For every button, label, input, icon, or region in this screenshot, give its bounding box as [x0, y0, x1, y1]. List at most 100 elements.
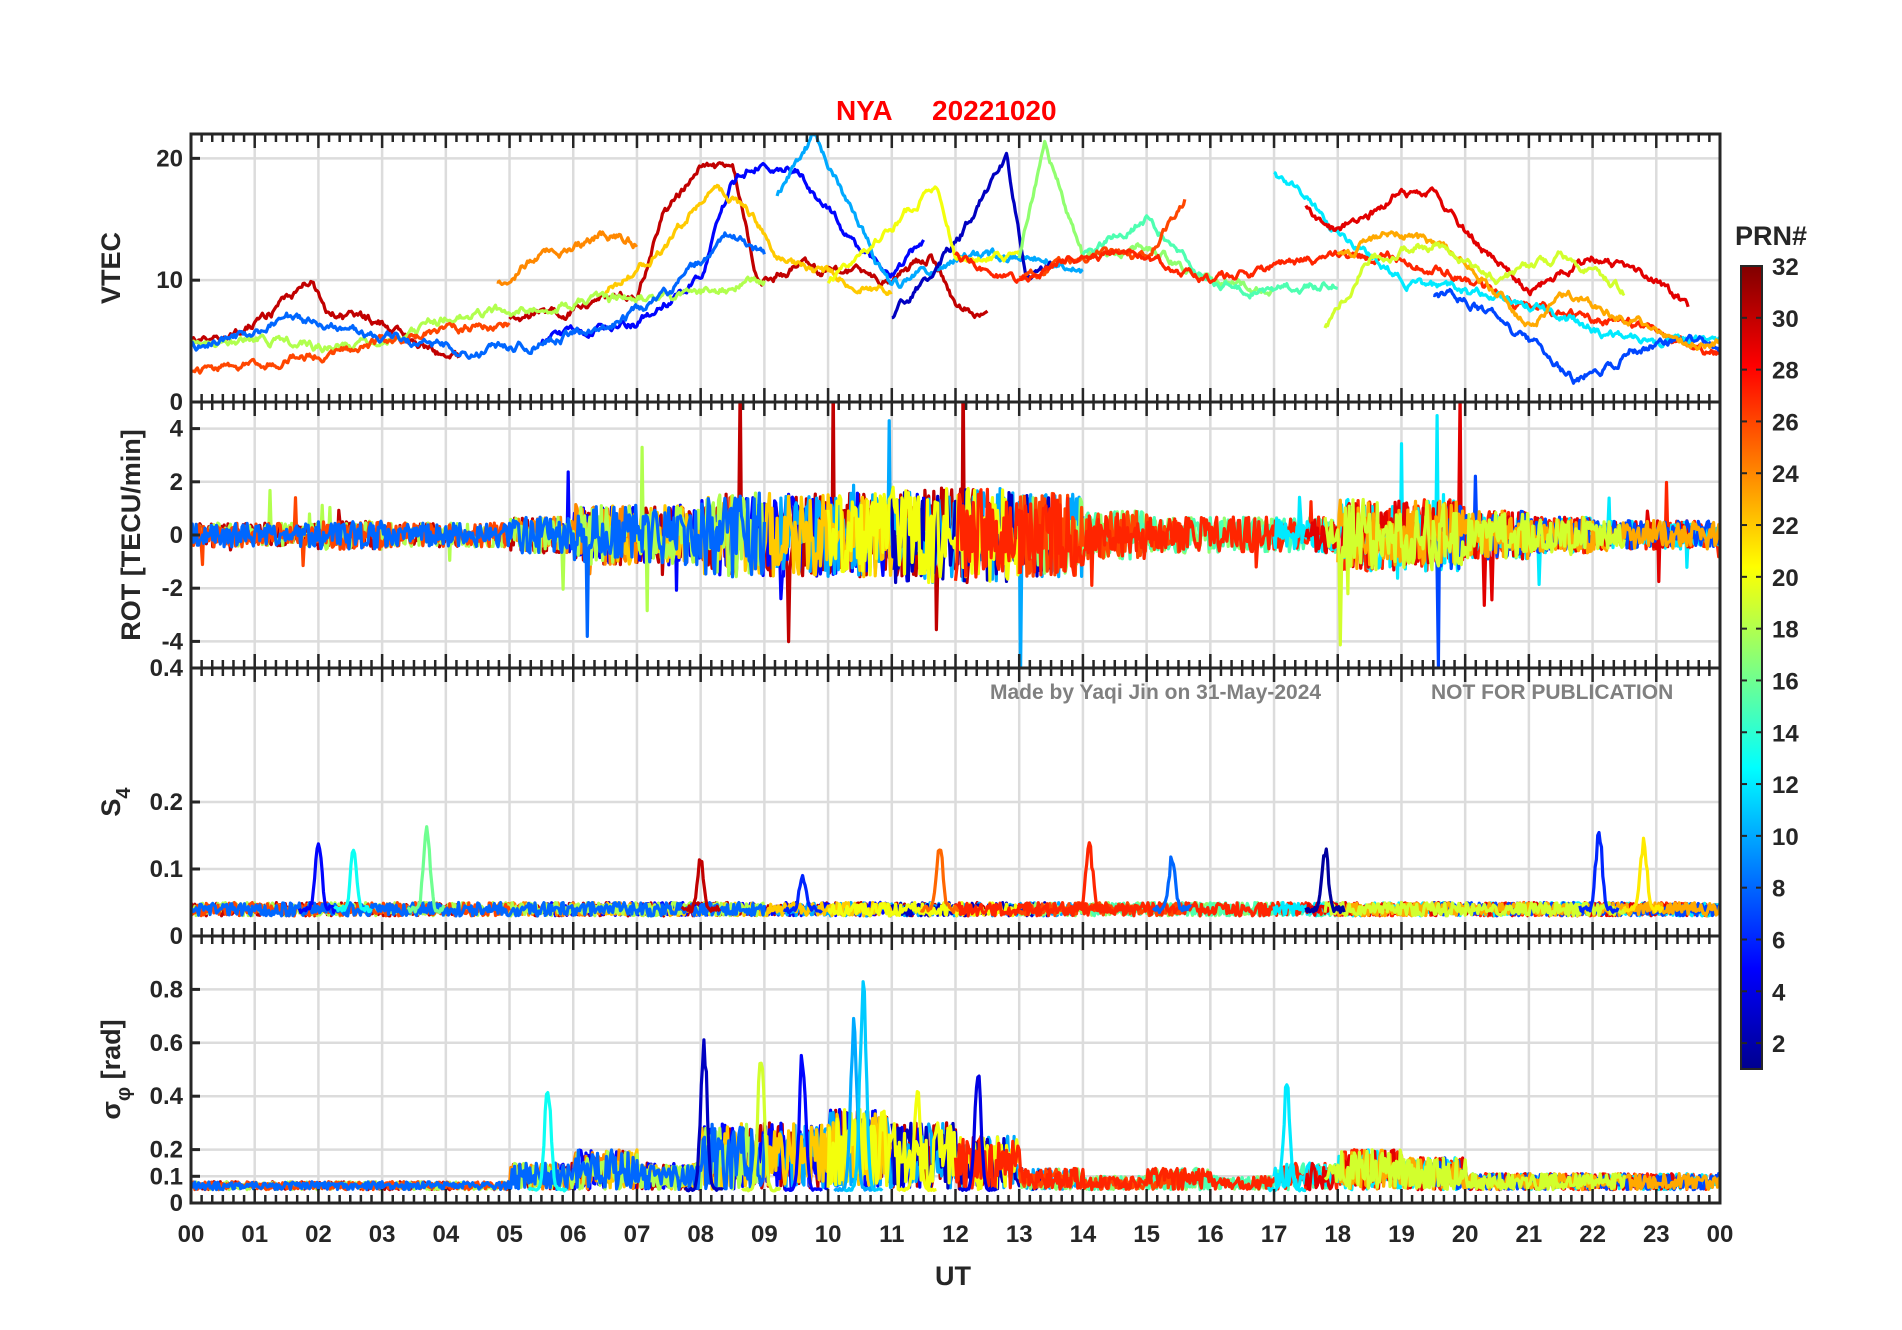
y-tick-label: 0.2 [150, 789, 183, 816]
x-tick-label: 17 [1261, 1221, 1288, 1248]
vtec-line-prn-29 [1304, 186, 1690, 308]
x-tick-label: 20 [1452, 1221, 1479, 1248]
x-tick-label: 03 [369, 1221, 396, 1248]
s4-event-prn-13 [333, 848, 373, 914]
sigma-event-prn-11 [843, 980, 884, 1193]
x-tick-label: 04 [432, 1221, 459, 1248]
y-tick-label: 20 [156, 145, 183, 172]
vtec-line-prn-17 [1017, 139, 1276, 297]
sigma-event-prn-19 [741, 1061, 782, 1193]
y-axis-label-text: S [96, 799, 126, 817]
colorbar-tick-label: 28 [1772, 358, 1799, 385]
vtec-line-prn-19 [1323, 241, 1626, 329]
y-tick-label: 0.2 [150, 1137, 183, 1164]
y-tick-label: 0 [170, 522, 183, 549]
colorbar-tick-label: 16 [1772, 668, 1799, 695]
colorbar-tick-label: 4 [1772, 979, 1786, 1006]
colorbar-label: PRN# [1735, 221, 1807, 251]
x-tick-label: 01 [241, 1221, 268, 1248]
x-tick-label: 22 [1579, 1221, 1606, 1248]
s4-event-prn-27 [1068, 841, 1109, 914]
y-axis-label-subscript: φ [113, 1087, 135, 1101]
colorbar-tick-label: 2 [1772, 1031, 1785, 1058]
y-tick-label: 2 [170, 469, 183, 496]
y-tick-label: -2 [162, 575, 183, 602]
colorbar-tick-label: 18 [1772, 617, 1799, 644]
x-tick-label: 10 [815, 1221, 842, 1248]
y-tick-label: 0 [170, 923, 183, 950]
colorbar-tick-label: 6 [1772, 927, 1785, 954]
s4-event-prn-25 [919, 848, 960, 915]
y-tick-label: 0.1 [150, 1163, 183, 1190]
x-tick-label: 23 [1643, 1221, 1670, 1248]
s4-event-prn-16 [406, 825, 446, 914]
s4-event-prn-2 [1304, 847, 1346, 915]
x-tick-label: 08 [687, 1221, 714, 1248]
y-axis-label-vtec: VTEC [96, 232, 126, 304]
vtec-line-prn-22 [603, 183, 893, 296]
vtec-line-prn-23 [1336, 230, 1720, 351]
vtec-line-prn-27 [954, 248, 1720, 356]
s4-event-prn-8 [1151, 855, 1193, 915]
rot-line-prn-19 [1323, 497, 1626, 647]
y-tick-label: 10 [156, 267, 183, 294]
colorbar-tick-label: 24 [1772, 461, 1799, 488]
y-axis-label-text: VTEC [96, 232, 126, 304]
s4-line-prn-8 [191, 900, 766, 918]
sigma-line-prn-8 [191, 1122, 766, 1192]
y-axis-label-unit: [rad] [96, 1019, 126, 1087]
colorbar-tick-label: 12 [1772, 772, 1799, 799]
y-axis-label-rot: ROT [TECU/min] [116, 429, 146, 640]
vtec-line-prn-26 [191, 321, 511, 375]
x-tick-label: 07 [624, 1221, 651, 1248]
vtec-line-prn-24 [496, 230, 638, 286]
y-tick-label: 4 [170, 416, 184, 443]
s4-event-prn-21 [1622, 836, 1665, 914]
colorbar-tick-label: 8 [1772, 876, 1785, 903]
y-tick-label: 0 [170, 1190, 183, 1217]
s4-line-prn-19 [1323, 900, 1626, 918]
x-tick-label: 05 [496, 1221, 523, 1248]
x-tick-label: 19 [1388, 1221, 1415, 1248]
x-tick-label: 14 [1070, 1221, 1097, 1248]
y-tick-label: 0.4 [150, 655, 184, 682]
x-tick-label: 09 [751, 1221, 778, 1248]
vtec-line-prn-20 [826, 185, 1021, 285]
x-tick-label: 06 [560, 1221, 587, 1248]
vtec-line-prn-18 [191, 275, 766, 354]
colorbar-tick-label: 20 [1772, 565, 1799, 592]
y-tick-label: 0.1 [150, 856, 183, 883]
colorbar-tick-label: 14 [1772, 720, 1799, 747]
x-tick-label: 02 [305, 1221, 332, 1248]
sigma-event-prn-4 [957, 1074, 998, 1193]
vtec-line-prn-8 [191, 231, 766, 360]
vtec-line-prn-5 [539, 161, 925, 345]
x-tick-label: 00 [178, 1221, 205, 1248]
sigma-event-prn-20 [897, 1089, 937, 1193]
y-axis-label-sigma: σφ [rad] [96, 1019, 135, 1119]
vtec-line-prn-3 [891, 151, 1052, 320]
sigma-line-prn-19 [1323, 1148, 1626, 1192]
x-tick-label: 12 [942, 1221, 969, 1248]
rot-line-prn-8 [191, 491, 766, 639]
vtec-line-prn-10 [775, 134, 1084, 289]
y-tick-label: -4 [162, 628, 184, 655]
y-tick-label: 0.8 [150, 976, 183, 1003]
colorbar-tick-label: 32 [1772, 254, 1799, 281]
vtec-line-prn-12 [1273, 170, 1720, 349]
y-axis-label-subscript: 4 [113, 787, 135, 799]
y-axis-label-s4: S4 [96, 787, 135, 817]
sigma-event-prn-5 [782, 1053, 823, 1193]
colorbar-tick-label: 26 [1772, 409, 1799, 436]
s4-event-prn-30 [680, 858, 722, 914]
s4-event-prn-5 [297, 842, 338, 915]
colorbar-tick-label: 22 [1772, 513, 1799, 540]
vtec-line-prn-26 [1018, 198, 1187, 281]
x-axis-label: UT [935, 1261, 971, 1291]
sigma-event-prn-13 [527, 1090, 568, 1193]
chart-title-date: 20221020 [932, 95, 1057, 126]
vtec-line-prn-15 [1081, 214, 1339, 300]
watermark-author: Made by Yaqi Jin on 31-May-2024 [990, 681, 1321, 704]
rot-line-prn-7 [1432, 474, 1720, 668]
